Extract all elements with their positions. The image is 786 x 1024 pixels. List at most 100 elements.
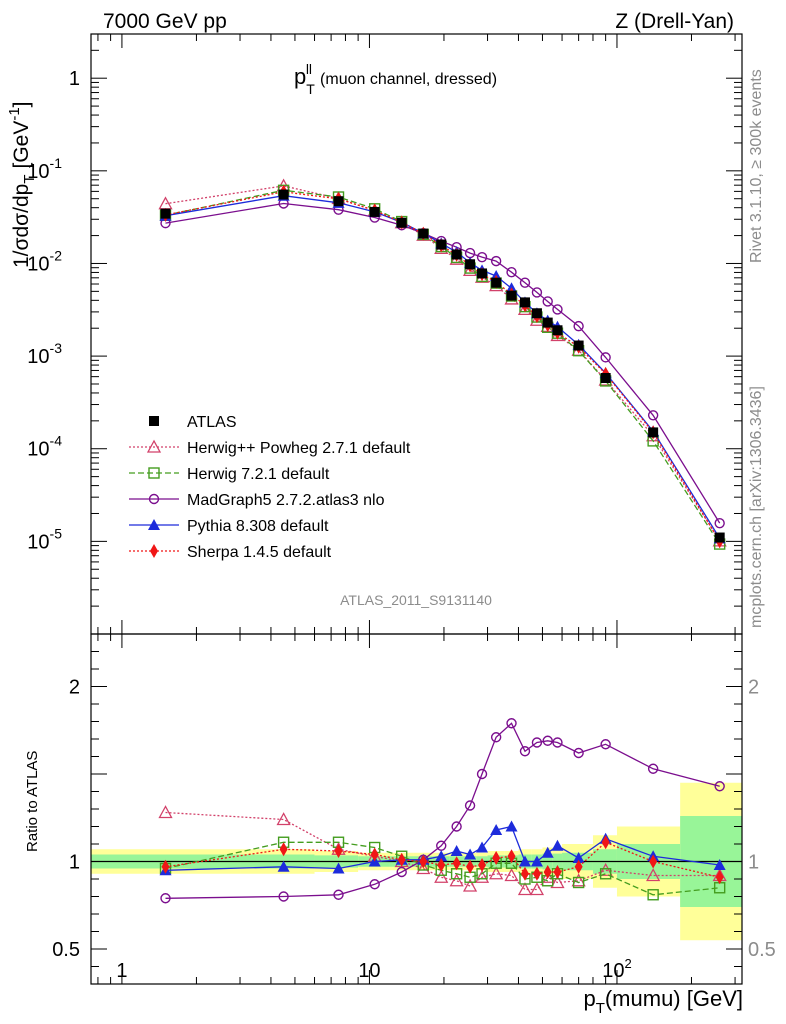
ratio-point-3: [435, 850, 448, 862]
ratio-point-2: [464, 800, 476, 811]
ratio-point-2: [476, 768, 488, 780]
ratio-point-0: [449, 873, 464, 887]
ratio-point-3: [476, 841, 489, 853]
ratio-point-4: [715, 870, 724, 885]
ratio-point-2: [369, 879, 380, 890]
ratio-point-0: [434, 869, 449, 883]
ratio-line-0: [165, 811, 720, 891]
y-tick-label: 10-2: [27, 247, 62, 275]
legend: ATLAS Herwig++ Powheg 2.7.1 default Herwig…: [129, 414, 411, 561]
data-point: [552, 325, 563, 336]
ratio-tick-label-right: 2: [748, 677, 759, 699]
series-line-0: [165, 185, 721, 542]
ratio-tick-label-right: 1: [748, 852, 759, 874]
series-point-2: [542, 296, 553, 307]
ratio-point-0: [550, 875, 565, 889]
legend-label-0: ATLAS: [187, 414, 237, 431]
ratio-tick-label-left: 1: [69, 852, 80, 874]
data-point: [491, 277, 502, 288]
data-point: [600, 373, 611, 384]
ratio-point-4: [452, 856, 461, 871]
data-point: [531, 308, 542, 319]
ratio-point-4: [520, 866, 529, 881]
ratio-point-3: [450, 845, 463, 856]
ratio-point-3: [277, 860, 290, 872]
ratio-point-4: [574, 859, 583, 874]
ratio-point-4: [478, 858, 487, 872]
x-axis-label: pT(mumu) [GeV]: [583, 986, 743, 1017]
legend-marker-2: [148, 467, 160, 479]
ratio-point-0: [462, 878, 478, 892]
legend-label-1: Herwig++ Powheg 2.7.1 default: [187, 440, 411, 457]
main-series-layer: [158, 178, 727, 550]
ratio-point-0: [571, 873, 586, 887]
data-point: [506, 290, 517, 301]
data-point: [278, 189, 289, 200]
ratio-point-3: [530, 855, 543, 867]
data-point: [714, 532, 725, 543]
ratio-point-4: [553, 865, 562, 879]
header-energy: 7000 GeV pp: [103, 10, 227, 33]
ratio-point-0: [474, 869, 490, 883]
ratio-point-4: [397, 852, 406, 867]
series-point-2: [600, 352, 611, 363]
series-point-2: [476, 251, 488, 263]
ratio-tick-label-left: 2: [69, 677, 80, 699]
ratio-point-0: [489, 866, 504, 880]
ratio-point-4: [161, 859, 170, 874]
ratio-point-2: [552, 737, 563, 748]
ratio-point-4: [279, 842, 288, 857]
data-point: [333, 196, 344, 207]
legend-marker-4: [148, 519, 160, 530]
ratio-point-4: [601, 835, 610, 850]
analysis-id: ATLAS_2011_S9131140: [340, 592, 492, 608]
ratio-point-1: [647, 889, 659, 901]
ratio-point-3: [505, 820, 518, 832]
ratio-point-4: [649, 854, 658, 869]
rivet-label: Rivet 3.1.10, ≥ 300k events: [748, 69, 765, 263]
y-tick-label: 1: [69, 68, 80, 90]
ratio-point-2: [714, 781, 725, 792]
series-point-2: [552, 304, 563, 315]
data-point: [519, 297, 530, 308]
legend-marker-0: [149, 416, 159, 426]
ratio-y-axis-label: Ratio to ATLAS: [24, 751, 41, 852]
mcplots-label: mcplots.cern.ch [arXiv:1306.3436]: [748, 386, 765, 628]
ratio-point-4: [466, 859, 475, 874]
ratio-point-0: [540, 869, 555, 883]
ratio-point-4: [370, 847, 379, 862]
ratio-point-2: [531, 737, 543, 748]
y-tick-label: 10-4: [27, 433, 62, 461]
ratio-point-2: [333, 889, 344, 900]
ratio-tick-label-right: 0.5: [748, 939, 776, 961]
ratio-point-2: [647, 763, 659, 774]
ratio-point-2: [396, 866, 407, 878]
ratio-point-2: [278, 891, 289, 902]
ratio-point-4: [543, 865, 552, 879]
ratio-point-4: [334, 844, 343, 858]
ratio-point-0: [646, 868, 661, 882]
ratio-point-2: [490, 732, 502, 743]
ratio-point-0: [504, 868, 519, 882]
ratio-point-3: [551, 839, 564, 851]
ratio-point-4: [507, 849, 516, 864]
ratio-point-0: [529, 882, 545, 896]
ratio-point-4: [419, 854, 428, 869]
ratio-point-3: [464, 848, 477, 860]
legend-marker-1: [146, 439, 162, 453]
data-point: [369, 206, 380, 217]
ratio-point-2: [600, 739, 611, 750]
ratio-frame: [90, 633, 743, 985]
series-point-2: [647, 410, 659, 421]
ratio-point-2: [542, 735, 553, 746]
ratio-tick-label-left: 0.5: [52, 939, 80, 961]
plot-title: pTll(muon channel, dressed): [294, 61, 497, 97]
data-point: [465, 259, 476, 270]
y-tick-label: 10-3: [27, 340, 62, 368]
data-point: [396, 217, 407, 228]
ratio-point-4: [532, 866, 541, 881]
ratio-point-2: [506, 718, 517, 729]
ratio-point-0: [276, 812, 291, 826]
ratio-point-3: [332, 862, 345, 874]
